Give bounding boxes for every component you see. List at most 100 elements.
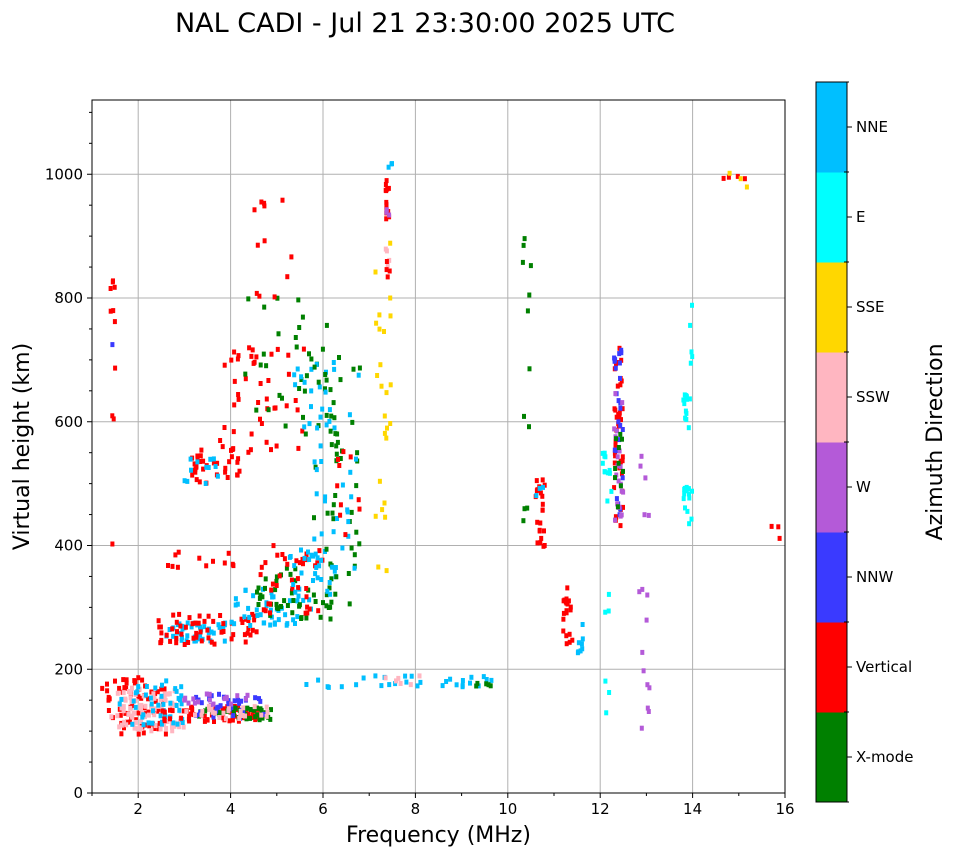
data-point-x-mode xyxy=(333,493,338,498)
data-point-nne xyxy=(287,554,292,560)
data-point-x-mode xyxy=(616,445,621,450)
data-point-vertical xyxy=(205,627,210,633)
y-tick-label: 0 xyxy=(73,784,83,802)
data-point-nne xyxy=(189,467,193,473)
data-point-vertical xyxy=(198,453,203,459)
x-axis-ticks: 2 4 6 8 10 12 14 16 xyxy=(91,793,795,818)
data-point-nne xyxy=(243,587,248,593)
data-point-vertical xyxy=(190,621,195,627)
data-point-nne xyxy=(448,676,453,682)
data-point-x-mode xyxy=(312,364,317,370)
data-point-ssw xyxy=(212,710,217,716)
data-point-nne xyxy=(299,570,304,576)
data-point-nne xyxy=(332,366,337,372)
data-point-nne xyxy=(444,679,449,684)
data-point-ssw xyxy=(240,713,245,718)
data-point-nne xyxy=(271,594,276,600)
data-point-nnw xyxy=(199,700,204,706)
data-point-nne xyxy=(352,565,357,571)
data-point-x-mode xyxy=(256,602,261,607)
data-point-nne xyxy=(313,551,318,557)
data-point-nne xyxy=(346,533,351,539)
data-point-vertical xyxy=(270,581,275,587)
data-point-nne xyxy=(312,459,317,465)
data-point-vertical xyxy=(293,398,298,403)
data-point-nne xyxy=(211,456,216,462)
data-point-x-mode xyxy=(304,373,309,379)
data-point-nne xyxy=(293,621,297,626)
data-point-vertical xyxy=(232,349,237,355)
data-point-ssw xyxy=(237,716,242,721)
data-point-x-mode xyxy=(274,578,279,584)
data-point-ssw xyxy=(115,713,120,719)
data-point-ssw xyxy=(199,712,204,718)
colorbar-segment-sse xyxy=(816,262,847,353)
data-point-x-mode xyxy=(284,565,289,571)
data-point-vertical xyxy=(141,730,146,736)
data-point-ssw xyxy=(117,724,122,730)
data-point-vertical xyxy=(540,493,545,499)
data-point-x-mode xyxy=(349,509,354,515)
data-point-vertical xyxy=(537,528,542,534)
data-point-x-mode xyxy=(354,529,359,535)
data-point-nne xyxy=(215,473,220,479)
data-point-vertical xyxy=(295,407,300,413)
data-point-vertical xyxy=(303,610,308,616)
data-point-e xyxy=(687,495,692,501)
data-point-vertical xyxy=(565,585,570,591)
data-point-x-mode xyxy=(324,603,329,609)
data-point-vertical xyxy=(124,680,129,686)
data-point-ssw xyxy=(241,705,246,711)
data-point-x-mode xyxy=(313,599,318,604)
data-point-ssw xyxy=(139,726,144,732)
data-point-vertical xyxy=(613,407,618,413)
data-point-vertical xyxy=(274,443,279,449)
colorbar-title: Azimuth Direction xyxy=(923,343,948,540)
data-point-vertical xyxy=(250,627,255,633)
data-point-vertical xyxy=(193,469,198,475)
colorbar-label: X-mode xyxy=(856,748,913,766)
data-point-ssw xyxy=(164,725,169,731)
data-point-ssw xyxy=(122,719,127,725)
data-point-vertical xyxy=(164,632,169,638)
data-point-vertical xyxy=(132,678,137,684)
x-tick-label: 6 xyxy=(318,800,328,818)
data-point-nne xyxy=(314,361,319,367)
data-point-vertical xyxy=(183,624,188,630)
data-point-vertical xyxy=(222,706,227,712)
data-point-vertical xyxy=(612,460,617,466)
data-point-x-mode xyxy=(324,412,329,418)
data-point-x-mode xyxy=(302,388,307,394)
data-point-e xyxy=(602,450,607,456)
data-point-nne xyxy=(149,701,154,707)
data-point-ssw xyxy=(134,719,138,725)
data-point-ssw xyxy=(396,675,401,681)
data-point-x-mode xyxy=(351,366,356,372)
data-point-nne xyxy=(537,485,542,491)
data-point-x-mode xyxy=(257,717,262,723)
data-point-nne xyxy=(326,684,331,690)
data-point-nne xyxy=(233,602,238,608)
data-point-vertical xyxy=(735,173,740,179)
data-point-sse xyxy=(380,507,385,513)
data-point-w xyxy=(191,696,196,702)
data-point-sse xyxy=(382,413,387,419)
data-point-x-mode xyxy=(325,510,330,516)
data-point-nne xyxy=(163,713,168,719)
data-point-x-mode xyxy=(488,683,493,689)
data-point-vertical xyxy=(182,708,186,714)
data-point-ssw xyxy=(221,710,226,716)
data-point-nne xyxy=(319,577,324,582)
data-point-e xyxy=(607,690,612,695)
data-point-e xyxy=(686,486,691,492)
data-point-vertical xyxy=(541,543,546,549)
data-point-nne xyxy=(211,630,216,636)
data-point-e xyxy=(690,302,694,308)
data-point-x-mode xyxy=(257,595,262,601)
data-point-x-mode xyxy=(321,600,325,606)
data-point-vertical xyxy=(187,615,192,621)
data-point-nne xyxy=(332,568,337,574)
data-point-vertical xyxy=(152,726,157,731)
data-point-nnw xyxy=(110,342,115,348)
